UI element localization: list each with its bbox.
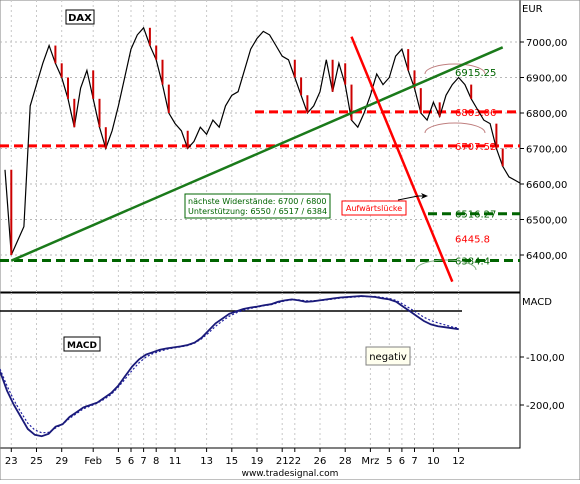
resistance-note: nächste Widerstände: 6700 / 6800 <box>188 197 326 206</box>
downtrend-trendline <box>350 36 454 283</box>
watermark: www.tradesignal.com <box>242 469 339 479</box>
price-ytick-label: 6400,00 <box>526 251 567 262</box>
price-ytick-label: 6600,00 <box>526 180 567 191</box>
x-tick-label: 8 <box>153 456 159 467</box>
price-ytick-label: 6700,00 <box>526 145 567 156</box>
x-tick-label: 29 <box>55 456 68 467</box>
x-tick-label: 15 <box>225 456 238 467</box>
price-ytick-label: 7000,00 <box>526 38 567 49</box>
macd-title: MACD <box>67 341 97 351</box>
gap-arrowhead <box>421 193 428 199</box>
x-tick-label: Feb <box>84 456 102 467</box>
price-series-line <box>4 26 520 256</box>
macd-panel <box>0 292 521 449</box>
level-label: 6516.27 <box>455 210 496 221</box>
x-tick-label: 26 <box>314 456 327 467</box>
x-tick-label: 6 <box>399 456 405 467</box>
gap-note: Aufwärtslücke <box>346 204 402 213</box>
instrument-label: DAX <box>68 13 92 24</box>
highlight-arc <box>424 122 486 134</box>
currency-label: EUR <box>522 4 543 15</box>
price-ytick-label: 6500,00 <box>526 216 567 227</box>
level-label: 6445.8 <box>455 235 490 246</box>
levels-note-box <box>184 193 331 219</box>
macd-line <box>0 295 459 438</box>
level-label: 6707.52 <box>455 142 496 153</box>
level-label: 6803.06 <box>455 108 496 119</box>
level-label: 6384.4 <box>455 257 490 268</box>
x-tick-label: 5 <box>386 456 392 467</box>
x-tick-label: 7 <box>140 456 146 467</box>
highlight-arc <box>415 259 477 271</box>
x-tick-label: 23 <box>5 456 18 467</box>
price-ytick-label: 6900,00 <box>526 74 567 85</box>
macd-ytick-label: -100,00 <box>526 353 565 364</box>
x-tick-label: 25 <box>30 456 43 467</box>
macd-axis-label: MACD <box>522 297 552 308</box>
x-tick-label: 7 <box>411 456 417 467</box>
x-tick-label: 11 <box>169 456 182 467</box>
macd-ytick-label: -200,00 <box>526 401 565 412</box>
x-tick-label: 21 <box>276 456 289 467</box>
x-tick-label: 19 <box>251 456 264 467</box>
x-tick-label: 13 <box>200 456 213 467</box>
level-label: 6915.25 <box>455 68 496 79</box>
x-tick-label: Mrz <box>361 456 379 467</box>
support-note: Unterstützung: 6550 / 6517 / 6384 <box>188 207 327 216</box>
uptrend-trendline <box>10 46 504 262</box>
x-tick-label: 12 <box>452 456 465 467</box>
x-tick-label: 22 <box>288 456 301 467</box>
x-tick-label: 5 <box>115 456 121 467</box>
x-tick-label: 10 <box>427 456 440 467</box>
price-ytick-label: 6800,00 <box>526 109 567 120</box>
gap-note-box <box>341 200 407 216</box>
macd-negative-note: negativ <box>369 352 407 363</box>
x-tick-label: 28 <box>339 456 352 467</box>
highlight-arc <box>424 63 486 75</box>
x-tick-label: 6 <box>128 456 134 467</box>
